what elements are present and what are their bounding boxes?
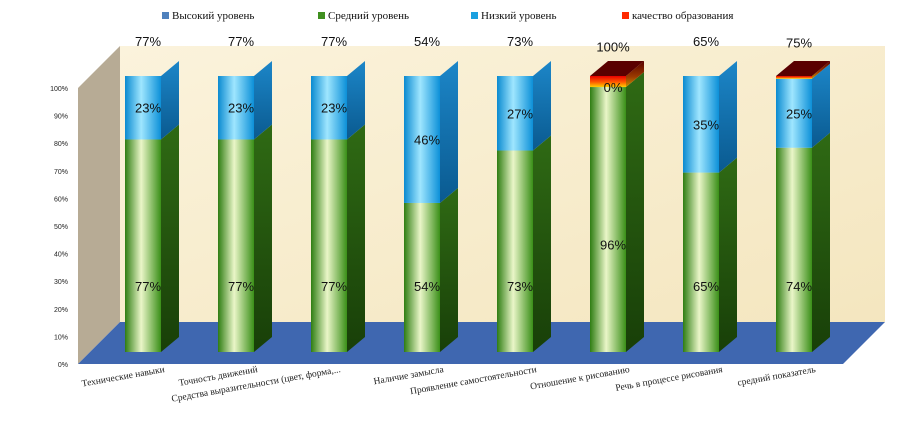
bar-medium-side: [626, 72, 644, 352]
bar-medium-side: [533, 135, 551, 352]
bar-low-side: [440, 61, 458, 203]
bar-stack: 77% 23% 77%: [218, 34, 272, 352]
bar-quality-front: [776, 76, 812, 79]
chart-legend: Высокий уровень Средний уровень Низкий у…: [0, 10, 917, 28]
category-label: средний показатель: [737, 364, 818, 389]
bar-quality-top: [776, 61, 830, 76]
y-tick-label: 100%: [50, 86, 68, 93]
bar-medium-side: [347, 124, 365, 352]
bar-low-front: [125, 76, 161, 140]
legend-swatch-quality: [622, 12, 629, 19]
bar-medium-front: [683, 172, 719, 352]
bar-stack: 96% 0% 100%: [590, 40, 644, 352]
bar-low-side: [812, 63, 830, 148]
data-label-low: 23%: [321, 101, 347, 116]
y-tick-label: 0%: [58, 362, 68, 369]
bar-low-side: [533, 61, 551, 151]
chart-side-wall: [78, 46, 120, 364]
bar-stack: 54% 46% 54%: [404, 34, 458, 352]
y-tick-label: 60%: [54, 196, 68, 203]
legend-item-high: Высокий уровень: [162, 10, 254, 22]
data-label-medium: 96%: [600, 238, 626, 253]
category-label: Речь в процессе рисования: [615, 365, 724, 394]
y-tick-label: 30%: [54, 279, 68, 286]
bar-stack: 73% 27% 73%: [497, 34, 551, 352]
bar-medium-front: [125, 139, 161, 352]
data-label-low: 27%: [507, 106, 533, 121]
bar-low-front: [497, 76, 533, 151]
data-label-low: 23%: [228, 101, 254, 116]
data-label-medium: 77%: [321, 279, 347, 294]
data-label-low: 35%: [693, 117, 719, 132]
bar-medium-front: [311, 139, 347, 352]
bar-low-side: [719, 61, 737, 173]
bar-medium-side: [254, 124, 272, 352]
bar-low-front: [683, 76, 719, 173]
data-label-quality: 73%: [507, 34, 533, 49]
category-label: Технические навыки: [81, 365, 166, 389]
data-label-medium: 65%: [693, 279, 719, 294]
bar-medium-front: [404, 202, 440, 352]
data-label-medium: 77%: [228, 279, 254, 294]
data-label-quality: 77%: [135, 34, 161, 49]
data-label-quality: 100%: [596, 40, 630, 55]
bar-stack: 77% 23% 77%: [311, 34, 365, 352]
chart-floor: [78, 322, 885, 364]
data-label-quality: 65%: [693, 34, 719, 49]
legend-item-low: Низкий уровень: [471, 10, 556, 22]
y-tick-label: 70%: [54, 169, 68, 176]
legend-label-high: Высокий уровень: [172, 10, 255, 22]
data-label-low: 23%: [135, 101, 161, 116]
bar-quality-top: [590, 61, 644, 76]
legend-label-quality: качество образования: [632, 10, 734, 22]
bar-low-front: [776, 78, 812, 148]
legend-item-medium: Средний уровень: [318, 10, 409, 22]
data-label-medium: 77%: [135, 279, 161, 294]
legend-label-low: Низкий уровень: [481, 10, 557, 22]
data-label-quality: 75%: [786, 35, 812, 50]
bar-low-side: [254, 61, 272, 140]
y-tick-label: 50%: [54, 224, 68, 231]
bar-low-front: [218, 76, 254, 140]
data-label-low: 25%: [786, 106, 812, 121]
legend-swatch-low: [471, 12, 478, 19]
data-label-quality: 77%: [228, 34, 254, 49]
bar-medium-front: [590, 87, 626, 352]
data-label-low: 0%: [604, 80, 623, 95]
y-tick-label: 40%: [54, 252, 68, 259]
bar-medium-front: [218, 139, 254, 352]
bar-quality-front: [590, 76, 626, 88]
bar-quality-side: [626, 61, 644, 88]
bar-low-side: [347, 61, 365, 140]
bar-medium-side: [440, 187, 458, 352]
bar-medium-side: [719, 157, 737, 352]
data-label-medium: 74%: [786, 279, 812, 294]
bar-medium-side: [161, 124, 179, 352]
y-tick-label: 10%: [54, 334, 68, 341]
data-label-quality: 77%: [321, 34, 347, 49]
bar-medium-side: [812, 132, 830, 352]
bar-stack: 65% 35% 65%: [683, 34, 737, 352]
y-tick-label: 80%: [54, 141, 68, 148]
bar-low-front: [404, 76, 440, 203]
bar-quality-side: [812, 61, 830, 79]
bar-low-front: [311, 76, 347, 140]
bar-stack: 74% 25% 75%: [776, 35, 830, 352]
legend-label-medium: Средний уровень: [328, 10, 409, 22]
y-tick-label: 20%: [54, 307, 68, 314]
data-label-medium: 54%: [414, 279, 440, 294]
legend-item-quality: качество образования: [622, 10, 733, 22]
bar-medium-front: [497, 150, 533, 352]
data-label-low: 46%: [414, 133, 440, 148]
legend-swatch-medium: [318, 12, 325, 19]
data-label-quality: 54%: [414, 34, 440, 49]
data-label-medium: 73%: [507, 279, 533, 294]
legend-swatch-high: [162, 12, 169, 19]
y-tick-label: 90%: [54, 114, 68, 121]
bar-low-side: [161, 61, 179, 140]
bar-medium-front: [776, 147, 812, 352]
bar-stack: 77% 23% 77%: [125, 34, 179, 352]
